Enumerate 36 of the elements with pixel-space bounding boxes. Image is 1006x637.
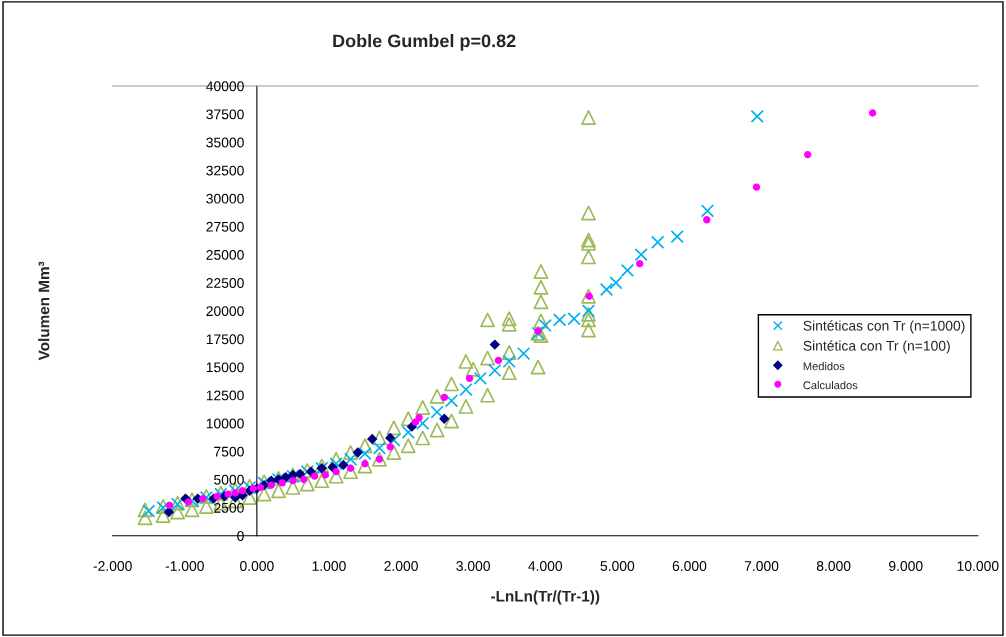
x-tick-label: 4.000 [528,561,563,571]
y-tick-label: 27500 [206,221,244,232]
x-tick-label: 9.000 [889,561,923,571]
x-tick-label: 7.000 [744,561,779,571]
y-tick-label: 12500 [206,390,244,401]
x-tick-label: 1.000 [312,561,346,571]
y-tick-label: 30000 [206,193,244,204]
x-tick-label: 0.000 [240,561,274,571]
y-tick-label: 20000 [206,306,244,317]
legend-label: Medidos [803,362,845,371]
x-tick-label: 10.000 [957,561,999,571]
y-tick-label: 40000 [206,81,244,92]
y-axis-title: Volumen Mm³ [38,261,50,361]
y-tick-label: 32500 [206,165,244,176]
x-tick-label: -1.000 [165,561,204,571]
legend-label: Calculados [803,381,858,390]
legend-label: Sintéticas con Tr (n=1000) [803,320,965,334]
y-tick-label: 25000 [206,249,244,260]
x-tick-label: 5.000 [600,561,635,571]
x-axis-title: -LnLn(Tr/(Tr-1)) [491,590,600,605]
x-tick-label: 3.000 [456,561,490,571]
chart-title: Doble Gumbel p=0.82 [333,34,516,51]
legend-label: Sintética con Tr (n=100) [803,340,950,354]
y-tick-label: 37500 [206,109,244,120]
y-tick-label: 22500 [206,278,244,288]
y-tick-label: 17500 [206,334,244,345]
y-tick-label: 35000 [206,137,244,148]
y-tick-label: 5000 [214,474,244,485]
y-tick-label: 10000 [206,418,244,429]
y-tick-label: 2500 [214,502,244,513]
x-tick-label: 6.000 [672,561,707,571]
x-tick-label: 8.000 [816,561,851,571]
y-tick-label: 15000 [206,362,244,373]
x-tick-label: 2.000 [384,561,418,571]
x-tick-label: -2.000 [93,561,132,571]
y-tick-label: 7500 [214,446,244,457]
